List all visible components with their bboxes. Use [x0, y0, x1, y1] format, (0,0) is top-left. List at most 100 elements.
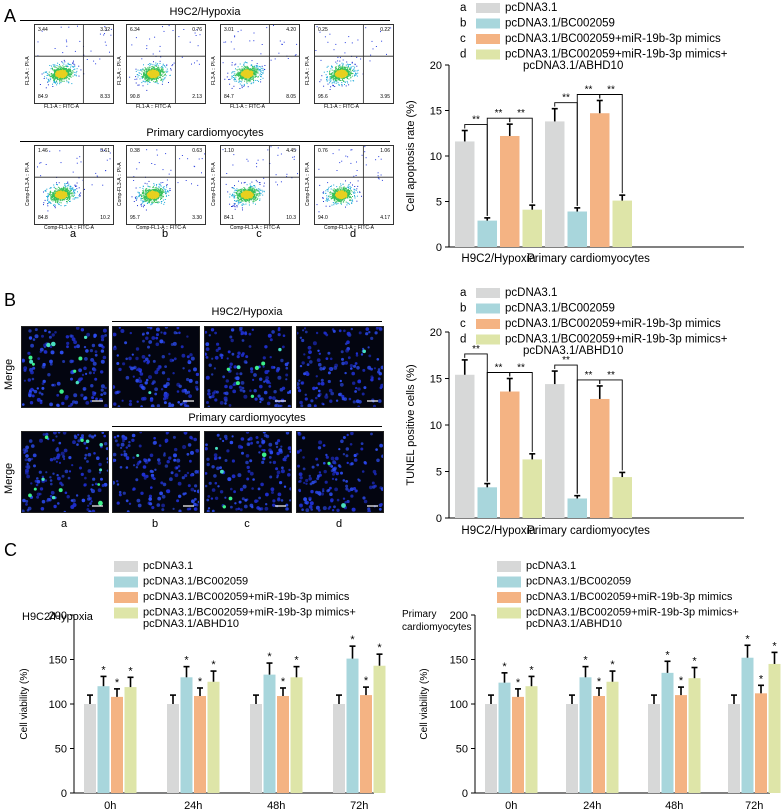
flow-y-axis-label: Comp-FL3-A :: PI-A	[211, 162, 217, 206]
flow-plot: 3.01 4.20 84.7 8.05	[220, 24, 300, 104]
bar	[755, 693, 767, 793]
tunel-positive-cell	[31, 362, 35, 366]
legend-label-continued: pcDNA3.1/ABHD10	[526, 618, 622, 630]
significance-marker: *	[610, 659, 615, 671]
microscopy-field	[297, 327, 383, 407]
microscopy-group-letter: a	[60, 518, 68, 530]
bar	[545, 384, 565, 518]
bar	[111, 696, 123, 793]
flow-quadrant-lr: 4.17	[380, 215, 390, 221]
bar	[525, 686, 538, 793]
significance-marker: *	[350, 634, 355, 646]
flow-x-axis-label: Comp-FL1-A :: FITC-A	[44, 225, 95, 231]
tunel-positive-cell	[362, 349, 366, 354]
significance-marker: **	[607, 84, 615, 95]
significance-marker: *	[198, 676, 203, 688]
legend-swatch	[114, 576, 138, 588]
flow-group-letter: d	[349, 228, 357, 240]
micro-title-rule-primary	[112, 426, 382, 427]
bar	[477, 220, 497, 247]
bar	[545, 121, 565, 247]
tunel-positive-cell	[75, 380, 79, 385]
legend-swatch	[476, 18, 500, 29]
bar	[477, 487, 497, 518]
y-tick-label: 200	[49, 610, 67, 622]
significance-marker: *	[529, 664, 534, 676]
flow-plot: 0.76 1.06 94.0 4.17	[314, 145, 394, 225]
microscopy-field	[113, 432, 199, 512]
x-tick-label: Primary cardiomyocytes	[527, 253, 650, 265]
microscopy-field	[113, 327, 199, 407]
bar	[566, 704, 578, 793]
significance-marker: *	[665, 649, 670, 661]
microscopy-image	[112, 326, 200, 408]
legend-key-letter: c	[460, 33, 466, 45]
bar	[648, 704, 660, 793]
tunel-positive-cell	[80, 438, 84, 442]
legend-label: pcDNA3.1/BC002059+miR-19b-3p mimics	[505, 318, 721, 330]
significance-bracket	[599, 379, 623, 471]
bar	[590, 113, 610, 247]
flow-quadrant-ll: 84.9	[38, 94, 48, 100]
flow-scatter	[35, 146, 113, 224]
microscopy-field	[22, 432, 108, 512]
tunel-positive-cell	[222, 505, 226, 509]
panel-letter-b: B	[4, 290, 17, 310]
significance-marker: *	[211, 659, 216, 671]
panel-letter-a: A	[4, 6, 17, 26]
flow-scatter	[221, 146, 299, 224]
legend-label: pcDNA3.1/BC002059	[505, 303, 615, 315]
significance-marker: *	[128, 665, 133, 677]
bar	[522, 209, 542, 247]
bar	[346, 658, 359, 793]
tunel-positive-cell	[41, 477, 45, 481]
flow-quadrant-ul: 0.38	[130, 148, 140, 154]
flow-quadrant-ll: 95.6	[318, 94, 328, 100]
tunel-positive-cell	[99, 443, 103, 447]
legend-key-letter: a	[460, 287, 467, 299]
flow-quadrant-lr: 2.13	[192, 94, 202, 100]
bar	[360, 695, 372, 793]
legend-label-continued: pcDNA3.1/ABHD10	[523, 345, 623, 357]
significance-marker: *	[377, 642, 382, 654]
legend-swatch	[476, 288, 500, 298]
flow-quadrant-lr: 8.05	[286, 94, 296, 100]
flow-plot: 0.25 0.22 95.6 3.95	[314, 24, 394, 104]
x-tick-label: 48h	[665, 800, 683, 811]
x-tick-label: H9C2/Hypoxia	[461, 525, 536, 537]
flow-title-rule-primary	[20, 141, 390, 142]
tunel-positive-cell	[85, 439, 90, 444]
significance-marker: **	[585, 84, 593, 95]
tunel-positive-cell	[261, 361, 266, 366]
flow-scatter	[127, 25, 205, 103]
flow-x-axis-label: Comp-FL1-A :: FITC-A	[230, 225, 281, 231]
legend-key-letter: b	[460, 303, 466, 315]
bar	[207, 681, 220, 793]
legend-swatch	[497, 592, 521, 603]
legend-swatch	[497, 576, 521, 588]
flow-quadrant-ll: 84.8	[38, 215, 48, 221]
significance-marker: *	[772, 640, 777, 652]
x-tick-label: 72h	[745, 800, 763, 811]
microscopy-image	[296, 431, 384, 513]
bar	[593, 695, 605, 793]
bar	[455, 374, 475, 518]
tunel-positive-cell	[136, 454, 140, 457]
flow-scatter	[315, 25, 393, 103]
flow-x-axis-label: FL1-A :: FITC-A	[324, 104, 360, 110]
tunel-positive-cell	[28, 355, 33, 360]
bar	[124, 687, 137, 793]
bar	[728, 704, 740, 793]
y-tick-label: 20	[430, 60, 442, 72]
legend-swatch	[114, 592, 138, 603]
legend-key-letter: b	[460, 18, 466, 30]
merge-label-row1: Merge	[3, 358, 15, 390]
tunel-positive-cell	[148, 391, 152, 395]
tunel-positive-cell	[73, 369, 77, 373]
flow-quadrant-ul: 3.01	[224, 27, 234, 33]
legend-label: pcDNA3.1/BC002059	[526, 576, 631, 588]
tunel-positive-cell	[278, 347, 282, 352]
legend-label: pcDNA3.1	[526, 560, 576, 572]
chart-title-line1: Primary	[402, 609, 436, 620]
legend-label: pcDNA3.1/BC002059+miR-19b-3p mimics+	[505, 334, 728, 346]
